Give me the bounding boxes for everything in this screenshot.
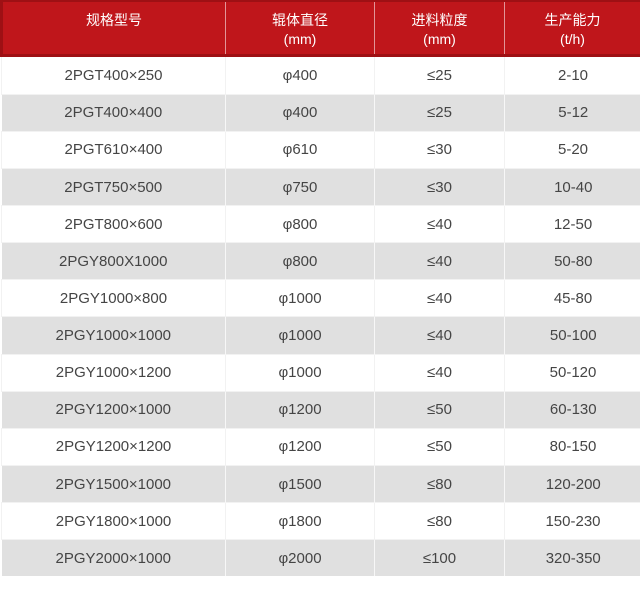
table-cell: ≤100: [374, 539, 505, 576]
table-cell: 2PGY1000×800: [1, 279, 226, 318]
table-cell: φ400: [225, 94, 375, 132]
table-row: 2PGY1200×1000 φ1200 ≤50 60-130: [1, 391, 640, 429]
table-cell: 2PGY2000×1000: [1, 539, 226, 576]
header-label: 辊体直径: [272, 12, 328, 28]
table-cell: 2PGY1500×1000: [1, 465, 226, 503]
header-cell-model: 规格型号: [0, 0, 226, 57]
header-label: 进料粒度: [411, 12, 468, 28]
table-cell: ≤40: [374, 205, 505, 244]
table-cell: φ1200: [225, 427, 375, 466]
table-cell: φ1800: [225, 502, 375, 541]
table-cell: 2PGY1200×1200: [1, 427, 226, 466]
table-row: 2PGY1000×1200 φ1000 ≤40 50-120: [1, 353, 640, 392]
table-cell: φ800: [225, 242, 375, 280]
header-unit: (mm): [283, 31, 317, 47]
header-cell-capacity: 生产能力 (t/h): [504, 0, 640, 57]
table-cell: ≤40: [374, 279, 505, 318]
table-row: 2PGY1500×1000 φ1500 ≤80 120-200: [1, 465, 640, 503]
table-body: 2PGT400×250 φ400 ≤25 2-10 2PGT400×400 φ400 ≤25…: [1, 54, 640, 576]
table-cell: φ2000: [225, 539, 375, 576]
table-cell: 45-80: [504, 279, 640, 318]
table-row: 2PGT610×400 φ610 ≤30 5-20: [1, 130, 640, 169]
table-cell: 2PGT610×400: [1, 130, 226, 169]
table-cell: 320-350: [504, 539, 640, 576]
table-cell: φ1000: [225, 353, 375, 392]
table-row: 2PGY1000×800 φ1000 ≤40 45-80: [1, 279, 640, 318]
table-cell: φ400: [225, 54, 375, 95]
table-cell: 12-50: [504, 205, 640, 244]
table-cell: φ800: [225, 205, 375, 244]
table-cell: 10-40: [504, 168, 640, 206]
table-cell: ≤40: [374, 316, 505, 355]
table-cell: φ610: [225, 130, 375, 169]
header-unit: [3, 30, 225, 49]
table-cell: 5-12: [504, 94, 640, 132]
table-row: 2PGY2000×1000 φ2000 ≤100 320-350: [1, 539, 640, 576]
table-cell: 2PGT400×250: [1, 54, 226, 95]
table-row: 2PGT800×600 φ800 ≤40 12-50: [1, 205, 640, 244]
table-cell: ≤80: [374, 465, 505, 503]
header-unit: (mm): [423, 31, 456, 47]
table-cell: φ750: [225, 168, 375, 206]
table-cell: 50-100: [504, 316, 640, 355]
header-label: 规格型号: [86, 12, 142, 28]
table-cell: 50-120: [504, 353, 640, 392]
table-row: 2PGY1000×1000 φ1000 ≤40 50-100: [1, 316, 640, 355]
header-cell-roller-diameter: 辊体直径 (mm): [225, 0, 375, 57]
table-cell: ≤80: [374, 502, 505, 541]
table-cell: ≤25: [374, 54, 505, 95]
table-cell: ≤40: [374, 353, 505, 392]
table-cell: 2PGT800×600: [1, 205, 226, 244]
table-cell: φ1000: [225, 279, 375, 318]
header-cell-feed-size: 进料粒度 (mm): [374, 0, 505, 57]
table-cell: ≤30: [374, 168, 505, 206]
table-cell: ≤50: [374, 391, 505, 429]
table-cell: 60-130: [504, 391, 640, 429]
table-cell: 5-20: [504, 130, 640, 169]
table-cell: φ1000: [225, 316, 375, 355]
table-cell: 2-10: [504, 54, 640, 95]
table-row: 2PGY800X1000 φ800 ≤40 50-80: [1, 242, 640, 280]
table-cell: 2PGY800X1000: [1, 242, 226, 280]
table-row: 2PGY1200×1200 φ1200 ≤50 80-150: [1, 427, 640, 466]
table-cell: ≤40: [374, 242, 505, 280]
table-row: 2PGY1800×1000 φ1800 ≤80 150-230: [1, 502, 640, 541]
table-cell: 150-230: [504, 502, 640, 541]
header-row: 规格型号 辊体直径 (mm) 进料粒度 (mm) 生产能力 (t/h): [0, 0, 640, 57]
table-cell: ≤30: [374, 130, 505, 169]
table-cell: φ1200: [225, 391, 375, 429]
table-cell: 2PGY1200×1000: [1, 391, 226, 429]
table-cell: 50-80: [504, 242, 640, 280]
header-label: 生产能力: [544, 12, 601, 28]
table-cell: 2PGT750×500: [1, 168, 226, 206]
table-cell: 2PGY1000×1000: [1, 316, 226, 355]
table-cell: 2PGT400×400: [1, 94, 226, 132]
table-cell: ≤50: [374, 427, 505, 466]
table-cell: 2PGY1000×1200: [1, 353, 226, 392]
table-cell: φ1500: [225, 465, 375, 503]
table-row: 2PGT400×250 φ400 ≤25 2-10: [1, 54, 640, 95]
table-row: 2PGT750×500 φ750 ≤30 10-40: [1, 168, 640, 206]
table-cell: 2PGY1800×1000: [1, 502, 226, 541]
product-spec-table: 规格型号 辊体直径 (mm) 进料粒度 (mm) 生产能力 (t/h) 2PGT…: [0, 0, 640, 576]
table-cell: ≤25: [374, 94, 505, 132]
table-cell: 80-150: [504, 427, 640, 466]
table-row: 2PGT400×400 φ400 ≤25 5-12: [1, 94, 640, 132]
header-unit: (t/h): [560, 31, 585, 47]
table-header: 规格型号 辊体直径 (mm) 进料粒度 (mm) 生产能力 (t/h): [0, 0, 640, 57]
table-cell: 120-200: [504, 465, 640, 503]
